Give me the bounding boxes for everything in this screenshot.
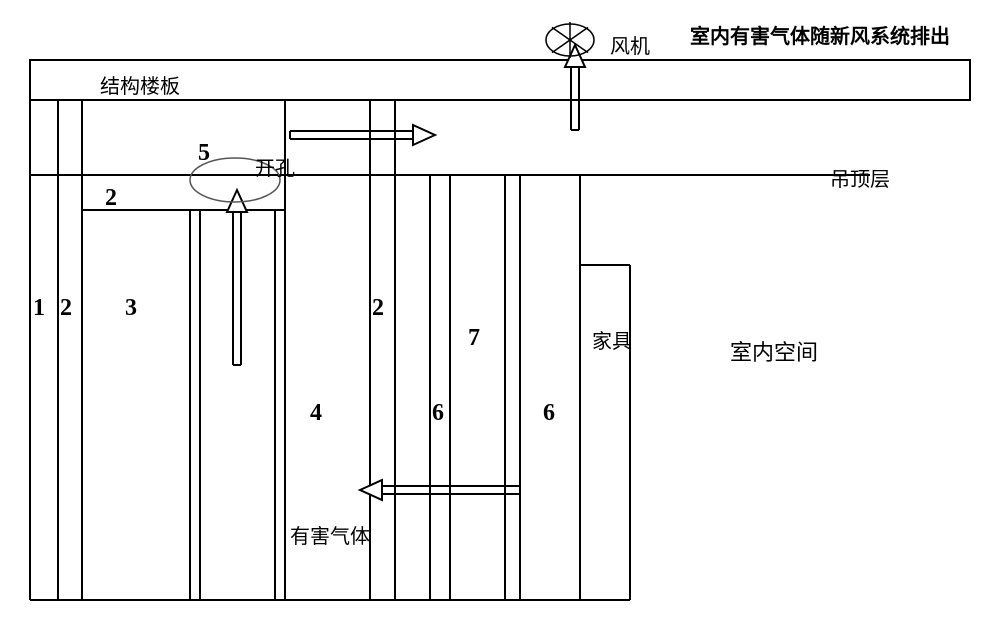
num-6a: 6	[432, 400, 444, 427]
num-6b: 6	[543, 400, 555, 427]
label-harmful-gas: 有害气体	[290, 520, 370, 549]
num-2c: 2	[372, 295, 384, 322]
label-indoor: 室内空间	[730, 335, 818, 367]
num-5: 5	[198, 140, 210, 167]
label-furniture: 家具	[592, 330, 614, 354]
num-2b: 2	[105, 185, 117, 212]
num-7: 7	[468, 325, 480, 352]
label-slab: 结构楼板	[100, 70, 180, 99]
num-4: 4	[310, 400, 322, 427]
num-1: 1	[33, 295, 45, 322]
label-fan: 风机	[610, 30, 650, 59]
label-opening: 开孔	[255, 152, 295, 181]
label-ceiling: 吊顶层	[830, 163, 890, 192]
num-2a: 2	[60, 295, 72, 322]
num-3: 3	[125, 295, 137, 322]
label-top-right: 室内有害气体随新风系统排出	[690, 20, 950, 49]
